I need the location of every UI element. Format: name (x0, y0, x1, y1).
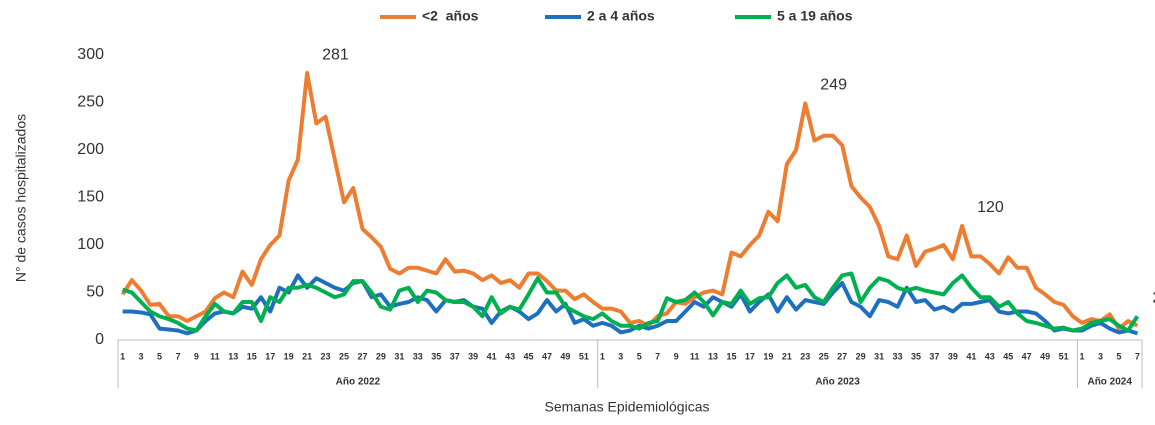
x-tick-label: 37 (450, 351, 460, 361)
x-tick-label: 49 (560, 351, 570, 361)
x-tick-label: 31 (394, 351, 404, 361)
x-tick-label: 5 (637, 351, 642, 361)
x-tick-label: 19 (763, 351, 773, 361)
x-tick-label: 27 (837, 351, 847, 361)
x-tick-label: 37 (929, 351, 939, 361)
x-tick-label: 3 (618, 351, 623, 361)
group-label: Año 2024 (1087, 377, 1132, 388)
y-tick-label: 300 (77, 46, 104, 63)
x-tick-label: 25 (339, 351, 349, 361)
x-tick-label: 45 (1003, 351, 1013, 361)
y-tick-label: 250 (77, 94, 104, 111)
x-tick-label: 47 (1022, 351, 1032, 361)
series-line (122, 271, 1140, 333)
x-tick-label: 7 (1135, 351, 1140, 361)
x-tick-label: 5 (1116, 351, 1121, 361)
x-tick-label: 1 (120, 351, 125, 361)
data-label: 25 (1152, 289, 1155, 306)
group-label: Año 2023 (815, 377, 860, 388)
x-tick-label: 41 (966, 351, 976, 361)
y-tick-label: 0 (95, 331, 104, 348)
x-tick-label: 29 (376, 351, 386, 361)
x-tick-label: 15 (726, 351, 736, 361)
x-tick-label: 9 (674, 351, 679, 361)
x-tick-label: 21 (302, 351, 312, 361)
x-tick-label: 21 (782, 351, 792, 361)
x-tick-label: 3 (1098, 351, 1103, 361)
x-tick-label: 13 (228, 351, 238, 361)
x-tick-label: 39 (948, 351, 958, 361)
x-tick-label: 15 (247, 351, 257, 361)
x-tick-label: 17 (745, 351, 755, 361)
x-tick-label: 5 (157, 351, 162, 361)
y-tick-label: 100 (77, 236, 104, 253)
x-tick-label: 7 (175, 351, 180, 361)
x-tick-label: 11 (210, 351, 220, 361)
data-label: 120 (977, 199, 1004, 216)
x-tick-label: 39 (468, 351, 478, 361)
y-axis-title: N° de casos hospitalizados (13, 114, 29, 282)
x-tick-label: 35 (911, 351, 921, 361)
x-tick-label: 49 (1040, 351, 1050, 361)
data-label: 281 (322, 46, 349, 63)
x-tick-label: 31 (874, 351, 884, 361)
x-tick-label: 9 (194, 351, 199, 361)
x-tick-label: 1 (1080, 351, 1085, 361)
x-tick-label: 7 (655, 351, 660, 361)
x-tick-label: 43 (985, 351, 995, 361)
x-tick-label: 41 (487, 351, 497, 361)
data-label: 249 (820, 77, 847, 94)
legend-label: <2 años (422, 8, 479, 24)
x-tick-label: 35 (431, 351, 441, 361)
x-tick-label: 23 (321, 351, 331, 361)
y-tick-label: 50 (86, 284, 104, 301)
x-tick-label: 27 (357, 351, 367, 361)
x-tick-label: 51 (579, 351, 589, 361)
x-tick-label: 1 (600, 351, 605, 361)
x-tick-label: 13 (708, 351, 718, 361)
x-tick-label: 25 (819, 351, 829, 361)
x-tick-label: 47 (542, 351, 552, 361)
legend-label: 2 a 4 años (587, 8, 655, 24)
x-tick-label: 45 (524, 351, 534, 361)
legend-label: 5 a 19 años (777, 8, 853, 24)
x-tick-label: 33 (413, 351, 423, 361)
x-tick-label: 43 (505, 351, 515, 361)
x-tick-label: 3 (139, 351, 144, 361)
x-tick-label: 33 (893, 351, 903, 361)
y-tick-label: 150 (77, 189, 104, 206)
x-tick-label: 51 (1059, 351, 1069, 361)
x-tick-label: 11 (690, 351, 700, 361)
series-line (120, 71, 1139, 331)
y-tick-label: 200 (77, 141, 104, 158)
x-tick-label: 17 (265, 351, 275, 361)
x-tick-label: 23 (800, 351, 810, 361)
x-tick-label: 29 (856, 351, 866, 361)
x-tick-label: 19 (284, 351, 294, 361)
x-axis-title: Semanas Epidemiológicas (545, 399, 710, 415)
group-label: Año 2022 (336, 377, 381, 388)
